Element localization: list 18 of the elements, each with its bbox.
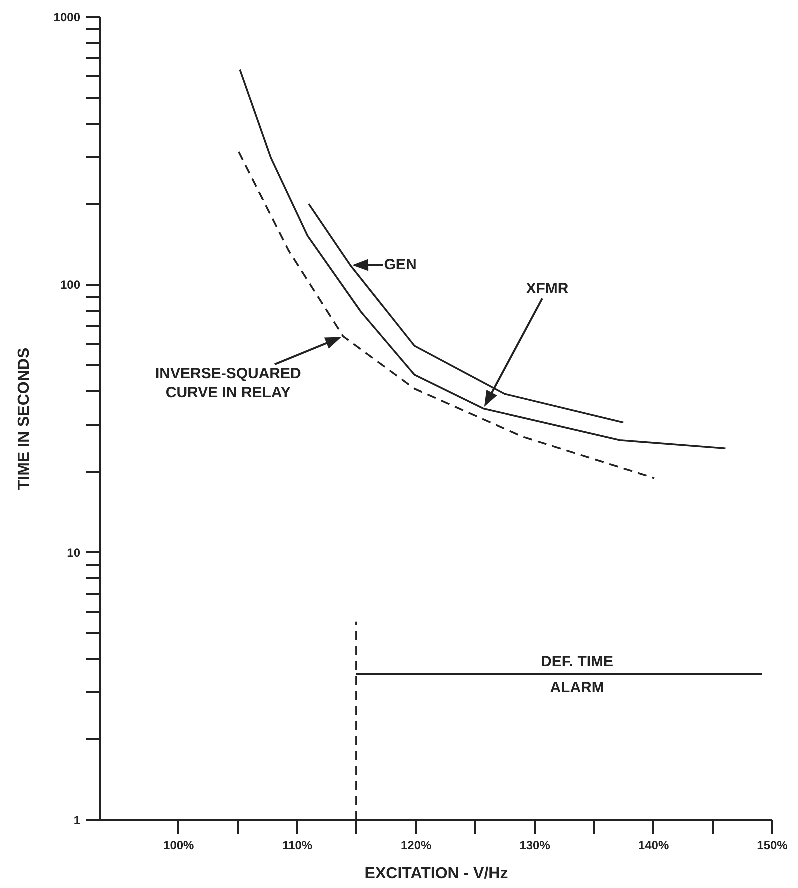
x-tick-label: 110% bbox=[282, 838, 313, 852]
x-tick-label: 100% bbox=[164, 838, 195, 852]
y-tick-label: 100 bbox=[60, 278, 81, 292]
annotation: XFMR bbox=[526, 280, 569, 298]
x-tick-label: 120% bbox=[400, 838, 432, 852]
annotation: DEF. TIME bbox=[541, 653, 614, 670]
x-tick-label: 130% bbox=[520, 838, 551, 852]
y-tick-label: 1 bbox=[74, 814, 81, 828]
y-tick-label: 10 bbox=[67, 546, 81, 560]
annotation: GEN bbox=[384, 256, 417, 274]
annotation: INVERSE-SQUARED CURVE IN RELAY bbox=[155, 366, 302, 402]
annotation: ALARM bbox=[550, 679, 604, 696]
line-series bbox=[308, 203, 624, 424]
y-tick-label: 1000 bbox=[54, 10, 81, 24]
x-tick-label: 150% bbox=[757, 838, 788, 852]
x-axis-title: EXCITATION - V/Hz bbox=[364, 866, 508, 882]
y-axis-title: TIME IN SECONDS bbox=[16, 348, 33, 490]
x-tick-label: 140% bbox=[638, 838, 670, 852]
